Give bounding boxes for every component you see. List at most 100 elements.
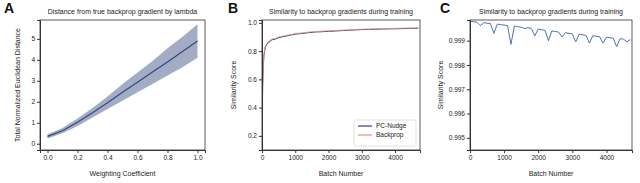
tick-mark — [329, 150, 330, 153]
legend: PC-NudgeBackprop — [354, 120, 416, 146]
tick-mark — [78, 150, 79, 153]
legend-label: PC-Nudge — [376, 122, 407, 130]
tick: 0.6 — [248, 76, 262, 83]
tick-label: 3000 — [355, 154, 370, 161]
y-axis: 0.2 0.4 0.6 0.8 1.0 — [248, 19, 263, 150]
plot-frame — [40, 20, 205, 150]
tick-mark — [295, 150, 296, 153]
tick: 0 — [469, 150, 473, 161]
y-axis-line — [37, 21, 41, 151]
tick-mark — [259, 108, 262, 109]
tick-label: 4 — [31, 56, 35, 63]
plot-frame — [470, 20, 632, 150]
plot-area — [470, 21, 630, 47]
y-axis-line — [467, 21, 471, 151]
tick-label: 0.2 — [248, 132, 257, 139]
plot-area — [48, 24, 198, 138]
tick-label: 3 — [31, 77, 35, 84]
tick-label: 1000 — [497, 154, 512, 161]
tick: 0.2 — [248, 132, 262, 139]
tick: 0.8 — [163, 150, 172, 161]
tick-mark — [504, 150, 505, 153]
tick-label: 0.6 — [133, 154, 142, 161]
tick-mark — [467, 114, 470, 115]
error-band — [48, 24, 198, 138]
tick-label: 0.998 — [449, 62, 466, 69]
tick: 3000 — [355, 150, 370, 161]
tick: 3000 — [566, 150, 581, 161]
tick-label: 3000 — [566, 154, 581, 161]
tick: 1.0 — [193, 150, 202, 161]
tick: 0.4 — [103, 150, 112, 161]
tick-mark — [37, 60, 40, 61]
tick-mark — [198, 150, 199, 153]
tick-label: 0.997 — [449, 86, 466, 93]
chart-title: Distance from true backprop gradient by … — [48, 8, 198, 16]
tick-mark — [37, 144, 40, 145]
tick: 0.0 — [43, 150, 52, 161]
tick-mark — [259, 136, 262, 137]
legend-swatch — [358, 125, 372, 126]
tick: 0.8 — [248, 48, 262, 55]
tick-label: 0.995 — [449, 134, 466, 141]
tick-mark — [572, 150, 573, 153]
tick: 2 — [31, 98, 40, 105]
tick-label: 0.8 — [248, 48, 257, 55]
tick-label: 5 — [31, 35, 35, 42]
x-axis: 0 1000 2000 3000 4000 — [469, 150, 633, 161]
tick: 0.4 — [248, 104, 262, 111]
tick-label: 0.4 — [248, 104, 257, 111]
series-line — [262, 28, 418, 144]
tick-mark — [362, 150, 363, 153]
tick-label: 1000 — [289, 154, 304, 161]
tick-label: 1 — [31, 119, 35, 126]
tick: 1000 — [497, 150, 512, 161]
plot-area — [262, 28, 418, 144]
tick: 0.2 — [73, 150, 82, 161]
tick: 0 — [261, 150, 265, 161]
tick-label: 0.0 — [43, 154, 52, 161]
tick-label: 0.2 — [73, 154, 82, 161]
y-axis: 012345 — [31, 21, 40, 151]
tick: 1.0 — [248, 19, 262, 26]
tick: 4000 — [388, 150, 403, 161]
x-axis-title: Batch Number — [529, 170, 574, 177]
tick-label: 0.4 — [103, 154, 112, 161]
tick: 2000 — [322, 150, 337, 161]
tick-label: 1.0 — [193, 154, 202, 161]
y-axis-line — [259, 21, 263, 151]
series-line — [262, 28, 418, 143]
tick-mark — [259, 51, 262, 52]
tick: 0.6 — [133, 150, 142, 161]
series-line — [470, 21, 630, 47]
tick: 0.996 — [449, 110, 470, 117]
tick-mark — [259, 23, 262, 24]
tick-label: 4000 — [600, 154, 615, 161]
y-axis-title: Similarity Score — [437, 61, 445, 110]
panel: 0 1000 2000 3000 4000 0.2 0.4 0.6 0.8 1.0 B Similar… — [228, 0, 421, 177]
tick-mark — [467, 89, 470, 90]
tick: 0.997 — [449, 86, 470, 93]
tick: 0.998 — [449, 62, 470, 69]
tick-mark — [37, 102, 40, 103]
panel-label: B — [228, 0, 238, 16]
panel-label: C — [440, 0, 450, 16]
legend-box — [354, 120, 416, 146]
tick-label: 2000 — [531, 154, 546, 161]
tick-mark — [48, 150, 49, 153]
figure: 0.0 0.2 0.4 0.6 0.8 1.0 0 1 2 3 4 5 A Distance from t… — [0, 0, 640, 183]
tick-label: 0.8 — [163, 154, 172, 161]
tick-mark — [37, 123, 40, 124]
x-axis: 0 1000 2000 3000 4000 — [261, 150, 421, 161]
tick-label: 2000 — [322, 154, 337, 161]
tick-mark — [395, 150, 396, 153]
tick-mark — [538, 150, 539, 153]
tick-label: 2 — [31, 98, 35, 105]
tick: 1000 — [289, 150, 304, 161]
chart-title: Similarity to backprop gradients during … — [269, 8, 413, 16]
tick: 5 — [31, 35, 40, 42]
tick-mark — [467, 41, 470, 42]
tick-label: 0.999 — [449, 37, 466, 44]
panel-label: A — [4, 0, 14, 16]
tick-mark — [37, 81, 40, 82]
